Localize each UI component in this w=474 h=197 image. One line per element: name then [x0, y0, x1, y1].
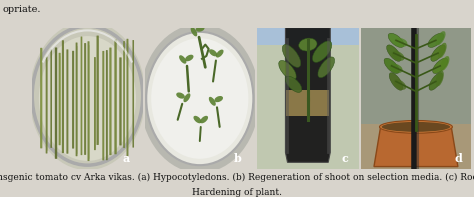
Text: d: d — [455, 153, 462, 164]
FancyBboxPatch shape — [81, 36, 82, 155]
Ellipse shape — [283, 45, 301, 67]
Ellipse shape — [387, 45, 401, 61]
Ellipse shape — [299, 38, 317, 51]
Bar — [257, 28, 359, 45]
FancyBboxPatch shape — [46, 57, 47, 153]
FancyBboxPatch shape — [59, 53, 61, 145]
FancyBboxPatch shape — [94, 57, 96, 150]
Ellipse shape — [209, 97, 216, 106]
FancyBboxPatch shape — [40, 48, 42, 148]
FancyBboxPatch shape — [114, 40, 117, 154]
Ellipse shape — [176, 92, 185, 99]
FancyBboxPatch shape — [84, 43, 86, 155]
Ellipse shape — [146, 32, 254, 165]
Ellipse shape — [436, 71, 444, 86]
Text: Hardening of plant.: Hardening of plant. — [192, 188, 282, 197]
Ellipse shape — [390, 64, 402, 73]
Ellipse shape — [440, 56, 449, 71]
Ellipse shape — [209, 49, 217, 56]
FancyBboxPatch shape — [76, 43, 78, 156]
Ellipse shape — [389, 73, 403, 90]
Ellipse shape — [380, 121, 452, 133]
Ellipse shape — [388, 33, 404, 47]
FancyBboxPatch shape — [72, 51, 74, 149]
Ellipse shape — [179, 55, 186, 64]
Ellipse shape — [312, 41, 332, 62]
Ellipse shape — [431, 45, 445, 61]
Ellipse shape — [196, 26, 205, 32]
FancyBboxPatch shape — [119, 57, 122, 145]
Ellipse shape — [394, 38, 407, 47]
FancyBboxPatch shape — [109, 47, 111, 155]
Ellipse shape — [438, 43, 447, 58]
FancyBboxPatch shape — [132, 40, 134, 148]
Ellipse shape — [285, 76, 302, 92]
Ellipse shape — [29, 21, 146, 170]
Text: a: a — [122, 153, 129, 164]
Ellipse shape — [140, 24, 259, 173]
FancyBboxPatch shape — [66, 49, 68, 154]
Bar — [361, 124, 471, 169]
FancyBboxPatch shape — [62, 40, 64, 153]
Ellipse shape — [392, 51, 404, 61]
Ellipse shape — [151, 38, 248, 159]
Ellipse shape — [185, 55, 193, 61]
FancyBboxPatch shape — [88, 41, 90, 161]
Ellipse shape — [318, 57, 335, 78]
Ellipse shape — [191, 27, 197, 36]
FancyBboxPatch shape — [106, 50, 108, 160]
Ellipse shape — [39, 36, 136, 161]
Ellipse shape — [200, 116, 208, 123]
FancyBboxPatch shape — [97, 36, 99, 145]
Ellipse shape — [216, 50, 224, 58]
Text: b: b — [234, 153, 242, 164]
Text: at of transgenic tomato cv Arka vikas. (a) Hypocotyledons. (b) Regeneration of s: at of transgenic tomato cv Arka vikas. (… — [0, 172, 474, 181]
FancyBboxPatch shape — [102, 51, 104, 160]
Ellipse shape — [193, 116, 201, 123]
Ellipse shape — [214, 96, 223, 102]
Ellipse shape — [183, 93, 191, 102]
Ellipse shape — [436, 31, 446, 45]
Ellipse shape — [394, 79, 406, 90]
Text: opriate.: opriate. — [2, 5, 41, 14]
FancyBboxPatch shape — [127, 39, 128, 156]
FancyBboxPatch shape — [123, 41, 125, 148]
Ellipse shape — [382, 122, 450, 132]
FancyBboxPatch shape — [50, 49, 52, 148]
Polygon shape — [285, 28, 330, 162]
Ellipse shape — [384, 58, 399, 73]
Bar — [286, 90, 329, 115]
Text: c: c — [342, 153, 348, 164]
FancyBboxPatch shape — [55, 47, 57, 159]
Ellipse shape — [429, 73, 443, 90]
Ellipse shape — [433, 58, 448, 73]
Ellipse shape — [279, 60, 296, 80]
Ellipse shape — [428, 33, 444, 47]
Polygon shape — [374, 127, 458, 167]
